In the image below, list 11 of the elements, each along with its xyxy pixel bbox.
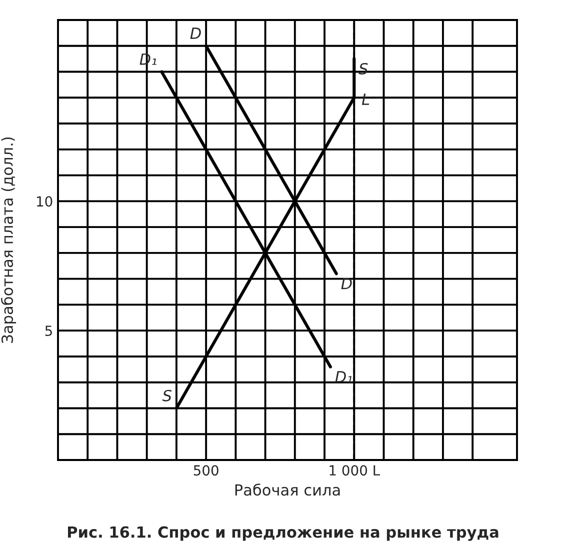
text: S (162, 390, 172, 402)
y-tick-label: 10 (36, 196, 52, 207)
series-label: D₁ (335, 371, 352, 382)
series-label: D (341, 278, 352, 290)
y-tick-label: 5 (45, 326, 52, 336)
x-axis-title: Рабочая сила (235, 484, 340, 496)
text: Рис. 16.1. Спрос и предложение на рынке труда (68, 526, 498, 541)
x-tick-label: 1 000 L (330, 465, 380, 476)
text: D (190, 28, 201, 39)
y-axis-title: Заработная плата (долл.) (0, 137, 16, 343)
x-tick-label: 500 (194, 465, 218, 476)
